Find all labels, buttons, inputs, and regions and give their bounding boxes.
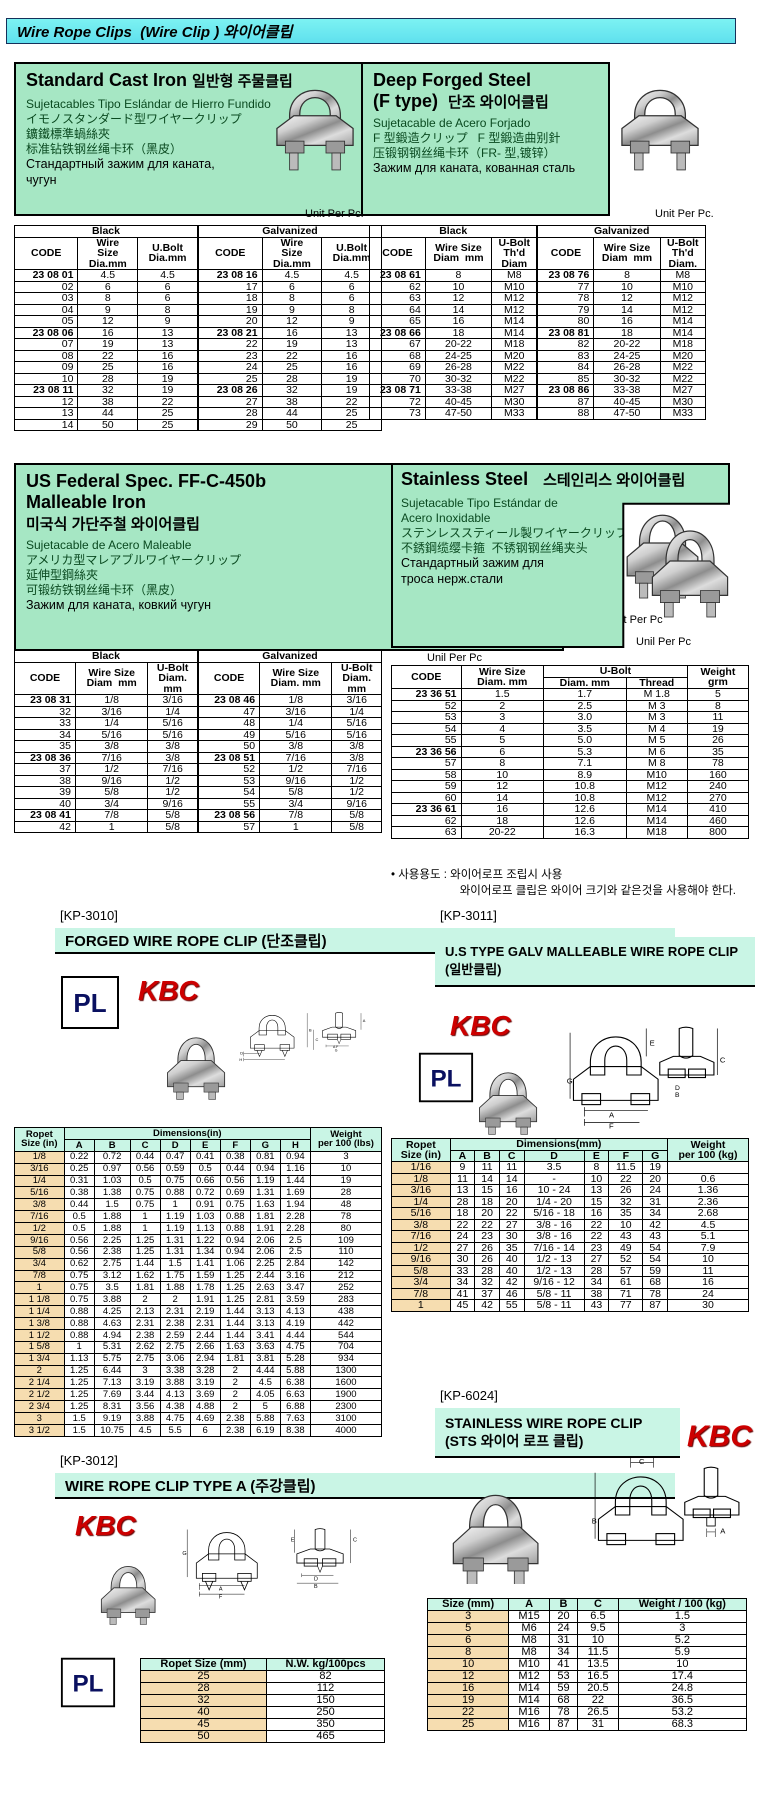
svg-text:H: H xyxy=(239,1057,242,1062)
svg-text:C: C xyxy=(353,1538,357,1544)
svg-text:E: E xyxy=(291,1538,295,1544)
svg-text:PL: PL xyxy=(431,1065,462,1092)
svg-text:A: A xyxy=(219,1586,223,1592)
svg-text:A: A xyxy=(609,1110,615,1119)
svg-text:B: B xyxy=(309,1028,312,1033)
svg-text:A: A xyxy=(720,1527,726,1536)
svg-text:D: D xyxy=(314,1577,318,1583)
svg-text:F: F xyxy=(219,1594,223,1600)
svg-text:G: G xyxy=(182,1551,186,1557)
svg-text:A: A xyxy=(363,1018,366,1023)
svg-text:B: B xyxy=(314,1584,318,1590)
svg-text:D: D xyxy=(240,1051,243,1056)
svg-text:B: B xyxy=(592,1516,597,1525)
svg-text:G: G xyxy=(567,1076,573,1085)
svg-text:G: G xyxy=(335,1049,338,1053)
svg-text:C: C xyxy=(316,1037,319,1042)
svg-text:E: E xyxy=(650,1038,655,1047)
svg-text:B: B xyxy=(675,1092,680,1099)
svg-text:C: C xyxy=(639,1457,645,1466)
svg-text:F: F xyxy=(609,1121,614,1130)
svg-text:PL: PL xyxy=(73,1670,104,1697)
svg-text:PL: PL xyxy=(73,988,106,1018)
svg-text:C: C xyxy=(720,1055,726,1064)
